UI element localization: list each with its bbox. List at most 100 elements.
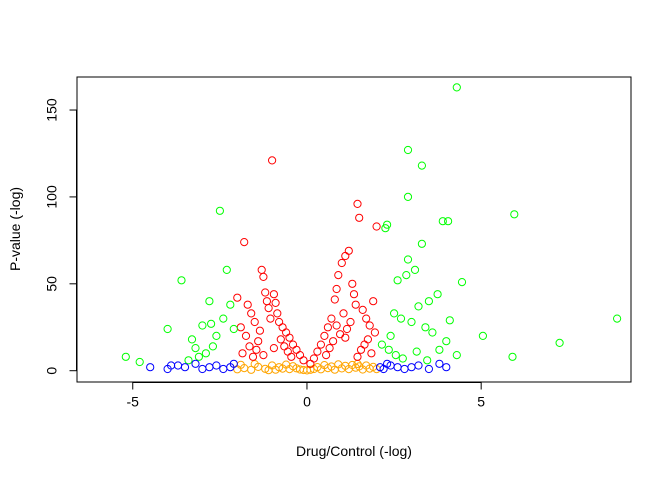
data-point: [438, 217, 447, 226]
data-point: [247, 309, 256, 318]
data-point: [435, 359, 444, 368]
data-point: [337, 258, 346, 268]
data-point: [264, 304, 273, 313]
data-point: [349, 290, 359, 299]
data-point: [403, 192, 413, 201]
data-point: [377, 340, 386, 349]
data-point: [177, 276, 186, 285]
data-point: [191, 344, 200, 353]
data-point: [226, 300, 235, 309]
data-point: [264, 366, 273, 375]
data-point: [285, 333, 294, 342]
data-point: [510, 210, 519, 219]
data-point: [275, 363, 284, 372]
data-point: [334, 271, 343, 280]
data-point: [288, 340, 298, 349]
data-point: [198, 321, 207, 330]
plot-frame: [76, 76, 632, 383]
data-point: [403, 255, 413, 264]
data-point: [167, 361, 176, 370]
data-point: [428, 328, 437, 337]
data-point: [344, 246, 353, 255]
data-point: [508, 352, 517, 361]
data-point: [342, 324, 352, 334]
data-point: [269, 290, 278, 299]
y-tick-label: 0: [44, 367, 60, 375]
data-point: [452, 351, 461, 360]
data-point: [292, 345, 301, 354]
data-point: [266, 314, 275, 323]
data-point: [421, 323, 430, 332]
data-point: [372, 222, 381, 231]
data-point: [121, 352, 130, 361]
data-point: [403, 145, 413, 155]
data-point: [336, 330, 345, 339]
data-point: [259, 351, 268, 360]
data-point: [341, 333, 350, 342]
data-point: [306, 359, 315, 368]
data-point: [370, 328, 379, 337]
data-point: [423, 356, 432, 365]
data-point: [407, 317, 416, 327]
data-point: [332, 321, 341, 330]
data-point: [452, 83, 461, 92]
data-point: [205, 297, 214, 306]
data-point: [287, 352, 296, 361]
data-point: [367, 349, 376, 358]
data-point: [613, 314, 622, 323]
x-tick-label: -5: [127, 394, 140, 410]
data-point: [241, 331, 251, 340]
data-point: [433, 290, 442, 299]
data-point: [442, 363, 451, 372]
data-point: [339, 309, 348, 318]
data-point: [402, 271, 411, 280]
data-point: [442, 337, 451, 346]
data-point: [555, 338, 564, 347]
data-point: [271, 298, 280, 307]
data-point: [393, 276, 402, 285]
data-point: [245, 342, 254, 351]
data-point: [309, 354, 318, 363]
data-point: [390, 309, 399, 318]
data-point: [229, 324, 238, 334]
data-point: [233, 293, 242, 302]
data-point: [478, 331, 487, 340]
data-point: [229, 359, 238, 368]
data-point: [400, 364, 409, 374]
data-point: [191, 359, 200, 368]
data-point: [320, 331, 329, 340]
data-point: [205, 363, 214, 372]
data-point: [257, 265, 266, 274]
data-point: [243, 300, 252, 309]
data-point: [424, 297, 433, 306]
data-point: [316, 340, 325, 349]
data-point: [355, 213, 364, 222]
data-point: [275, 317, 284, 327]
data-point: [417, 161, 426, 170]
data-point: [341, 251, 350, 261]
data-point: [306, 365, 315, 374]
data-point: [254, 337, 263, 346]
data-point: [269, 344, 278, 353]
data-point: [327, 314, 336, 323]
data-point: [365, 321, 374, 330]
data-point: [238, 349, 247, 358]
data-points: [121, 83, 622, 375]
data-point: [353, 352, 362, 361]
data-point: [268, 156, 277, 165]
data-point: [322, 351, 331, 360]
data-point: [207, 319, 216, 328]
data-point: [412, 347, 421, 356]
data-point: [278, 323, 287, 332]
y-tick-label: 150: [44, 98, 60, 122]
data-point: [362, 314, 371, 323]
data-point: [398, 354, 407, 363]
data-point: [330, 295, 339, 304]
data-point: [273, 309, 282, 318]
data-point: [414, 302, 423, 311]
data-point: [358, 305, 367, 314]
data-point: [384, 345, 393, 354]
data-point: [262, 297, 271, 306]
